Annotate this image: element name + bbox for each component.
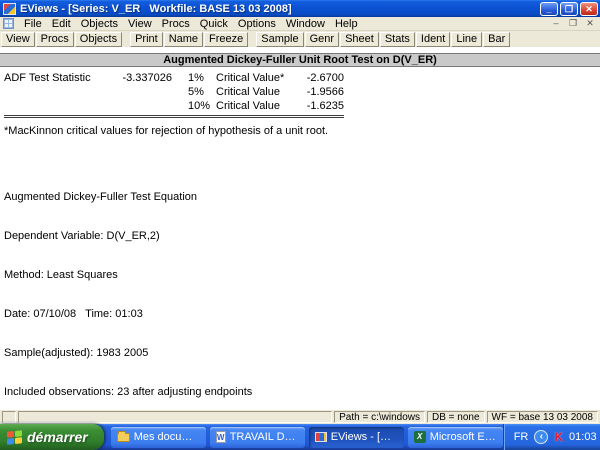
menu-file[interactable]: File — [24, 17, 42, 30]
toolbar-view-button[interactable]: View — [1, 31, 35, 47]
status-message-area — [18, 411, 333, 423]
window-title: EViews - [Series: V_ER Workfile: BASE 13… — [20, 2, 292, 15]
dependent-variable: Dependent Variable: D(V_ER,2) — [4, 230, 160, 242]
eviews-app-icon — [3, 2, 16, 15]
menu-window[interactable]: Window — [285, 17, 325, 30]
status-workfile: WF = base 13 03 2008 — [486, 411, 598, 423]
title-bar: EViews - [Series: V_ER Workfile: BASE 13… — [0, 0, 600, 17]
toolbar-genr-button[interactable]: Genr — [304, 31, 340, 47]
mdi-restore-icon[interactable]: ❐ — [568, 18, 578, 28]
toolbar-objects-button[interactable]: Objects — [74, 31, 123, 47]
method: Method: Least Squares — [4, 269, 118, 281]
toolbar-name-button[interactable]: Name — [163, 31, 204, 47]
status-db: DB = none — [426, 411, 485, 423]
menu-bar: File Edit Objects View Procs Quick Optio… — [0, 17, 600, 31]
language-indicator[interactable]: FR — [513, 431, 529, 443]
hide-icons-arrow-icon[interactable]: ‹ — [534, 430, 549, 444]
equation-info: Augmented Dickey-Fuller Test Equation De… — [4, 165, 600, 410]
mdi-close-icon[interactable]: ✕ — [586, 18, 594, 28]
adf-statistic-table: ADF Test Statistic -3.337026 1% Critical… — [4, 72, 344, 112]
series-window-icon[interactable] — [3, 18, 14, 29]
menu-edit[interactable]: Edit — [51, 17, 71, 30]
menu-help[interactable]: Help — [334, 17, 358, 30]
taskbar-item-eviews[interactable]: EViews - [Series... — [308, 426, 404, 448]
system-tray: FR ‹ K 01:03 — [502, 424, 600, 450]
adf-test-output: Augmented Dickey-Fuller Unit Root Test o… — [0, 48, 600, 410]
folder-icon — [116, 430, 130, 442]
taskbar-item-mes-documents[interactable]: Mes documents — [110, 426, 206, 448]
menu-view[interactable]: View — [128, 17, 152, 30]
status-path: Path = c:\windows — [334, 411, 425, 423]
start-button[interactable]: démarrer — [0, 424, 104, 450]
status-resize-cell — [2, 411, 16, 423]
toolbar-print-button[interactable]: Print — [130, 31, 163, 47]
object-toolbar: View Procs Objects Print Name Freeze Sam… — [0, 31, 600, 48]
mdi-minimize-icon[interactable]: – — [553, 18, 559, 28]
toolbar-freeze-button[interactable]: Freeze — [204, 31, 249, 47]
start-button-label: démarrer — [27, 429, 88, 445]
report-title: Augmented Dickey-Fuller Unit Root Test o… — [0, 53, 600, 67]
excel-icon: X — [413, 431, 426, 443]
toolbar-ident-button[interactable]: Ident — [415, 31, 451, 47]
status-bar: Path = c:\windows DB = none WF = base 13… — [0, 410, 600, 424]
windows-taskbar: démarrer Mes documents W TRAVAIL DE RE..… — [0, 424, 600, 450]
taskbar-item-travail-document[interactable]: W TRAVAIL DE RE... — [209, 426, 305, 448]
task-buttons: Mes documents W TRAVAIL DE RE... EViews … — [110, 426, 503, 448]
toolbar-procs-button[interactable]: Procs — [35, 31, 74, 47]
toolbar-bar-button[interactable]: Bar — [483, 31, 511, 47]
equation-title: Augmented Dickey-Fuller Test Equation — [4, 191, 198, 203]
date-time: Date: 07/10/08 Time: 01:03 — [4, 308, 143, 320]
restore-button[interactable]: ❐ — [560, 1, 578, 16]
menu-procs[interactable]: Procs — [161, 17, 190, 30]
toolbar-sample-button[interactable]: Sample — [256, 31, 304, 47]
toolbar-stats-button[interactable]: Stats — [379, 31, 415, 47]
separator-double-line — [4, 115, 344, 118]
menu-objects[interactable]: Objects — [80, 17, 118, 30]
clock: 01:03 — [569, 431, 597, 443]
windows-logo-icon — [7, 429, 22, 445]
sample: Sample(adjusted): 1983 2005 — [4, 347, 149, 359]
taskbar-item-excel[interactable]: X Microsoft Excel ... — [407, 426, 503, 448]
toolbar-line-button[interactable]: Line — [451, 31, 483, 47]
mackinnon-footnote: *MacKinnon critical values for rejection… — [4, 125, 329, 137]
eviews-icon — [314, 432, 327, 442]
menu-options[interactable]: Options — [237, 17, 276, 30]
kaspersky-icon[interactable]: K — [554, 430, 564, 444]
toolbar-sheet-button[interactable]: Sheet — [340, 31, 379, 47]
minimize-button[interactable]: _ — [540, 1, 558, 16]
menu-quick[interactable]: Quick — [199, 17, 228, 30]
word-document-icon: W — [215, 431, 226, 443]
included-observations: Included observations: 23 after adjustin… — [4, 386, 253, 398]
close-button[interactable]: ✕ — [580, 1, 598, 16]
